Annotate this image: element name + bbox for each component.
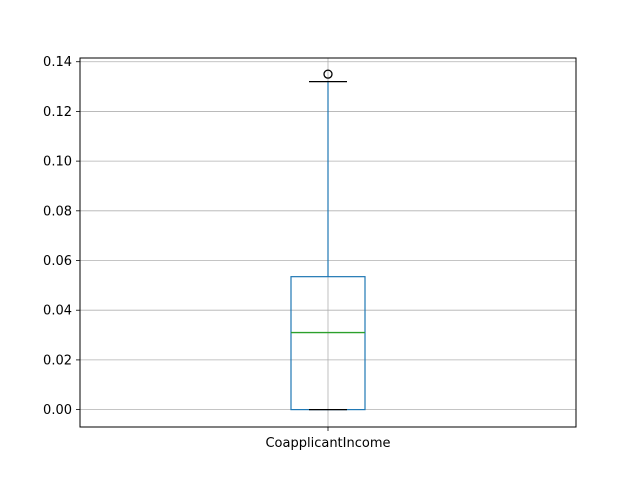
tick-layer: 0.00 0.02 0.04 0.06 0.08 0.10 0.12 0.14 Coapplic… — [43, 55, 390, 451]
y-tick-label: 0.04 — [43, 304, 72, 319]
y-tick-label: 0.06 — [43, 254, 72, 269]
y-tick-label: 0.10 — [43, 155, 72, 170]
box-layer — [290, 69, 366, 411]
y-tick-label: 0.12 — [43, 105, 72, 120]
y-tick-label: 0.14 — [43, 55, 72, 70]
x-tick-label: CoapplicantIncome — [265, 436, 390, 451]
y-tick-label: 0.00 — [43, 403, 72, 418]
y-tick-label: 0.08 — [43, 204, 72, 219]
y-tick-label: 0.02 — [43, 353, 72, 368]
outlier-point — [323, 69, 333, 79]
